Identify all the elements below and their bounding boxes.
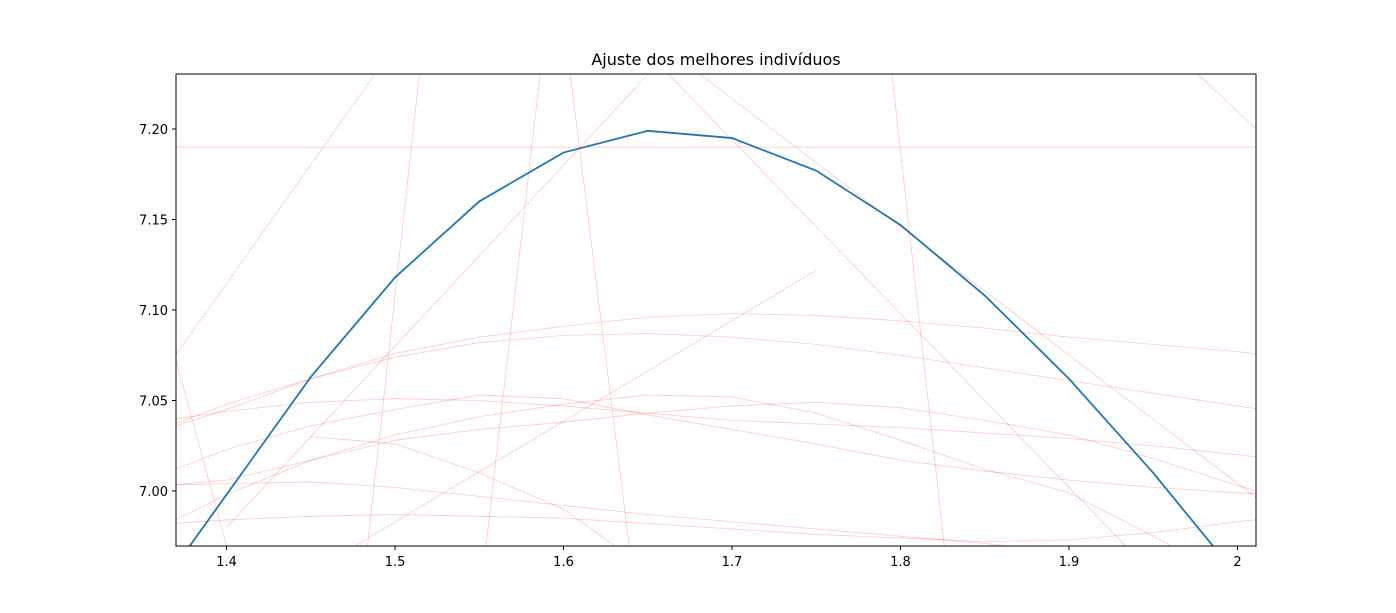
candidate-line [1198, 74, 1256, 130]
candidate-line [176, 358, 227, 546]
candidate-line [176, 394, 1173, 546]
x-tick-label: 1.6 [553, 555, 574, 570]
candidate-line [176, 398, 1256, 458]
y-tick-label: 7.05 [139, 394, 168, 409]
x-tick-label: 1.8 [890, 555, 911, 570]
y-tick-label: 7.00 [139, 485, 168, 500]
candidate-line [367, 74, 420, 546]
candidate-line [176, 74, 376, 356]
x-tick-label: 1.9 [1059, 555, 1080, 570]
candidate-line [176, 514, 1256, 543]
candidate-line [699, 74, 1256, 499]
x-tick-label: 2 [1233, 555, 1241, 570]
candidate-line [310, 436, 615, 546]
plot-area [176, 74, 1256, 546]
y-tick-label: 7.10 [139, 304, 168, 319]
x-tick-label: 1.5 [385, 555, 406, 570]
candidate-line [354, 269, 817, 546]
y-tick-label: 7.15 [139, 214, 168, 229]
candidate-line [891, 74, 945, 546]
chart-title: Ajuste dos melhores indivíduos [591, 50, 840, 69]
best-fit-line [188, 129, 1215, 546]
x-tick-label: 1.4 [216, 555, 237, 570]
candidate-line [176, 313, 1256, 427]
y-tick-label: 7.20 [139, 123, 168, 138]
candidate-line [226, 74, 649, 528]
candidate-line [176, 481, 1013, 546]
candidate-line [569, 74, 630, 546]
candidate-line [176, 333, 1256, 425]
x-tick-label: 1.7 [722, 555, 743, 570]
candidate-line [176, 394, 1256, 494]
candidate-line [667, 74, 1127, 546]
candidate-line [485, 74, 541, 546]
candidate-line [176, 401, 1256, 492]
